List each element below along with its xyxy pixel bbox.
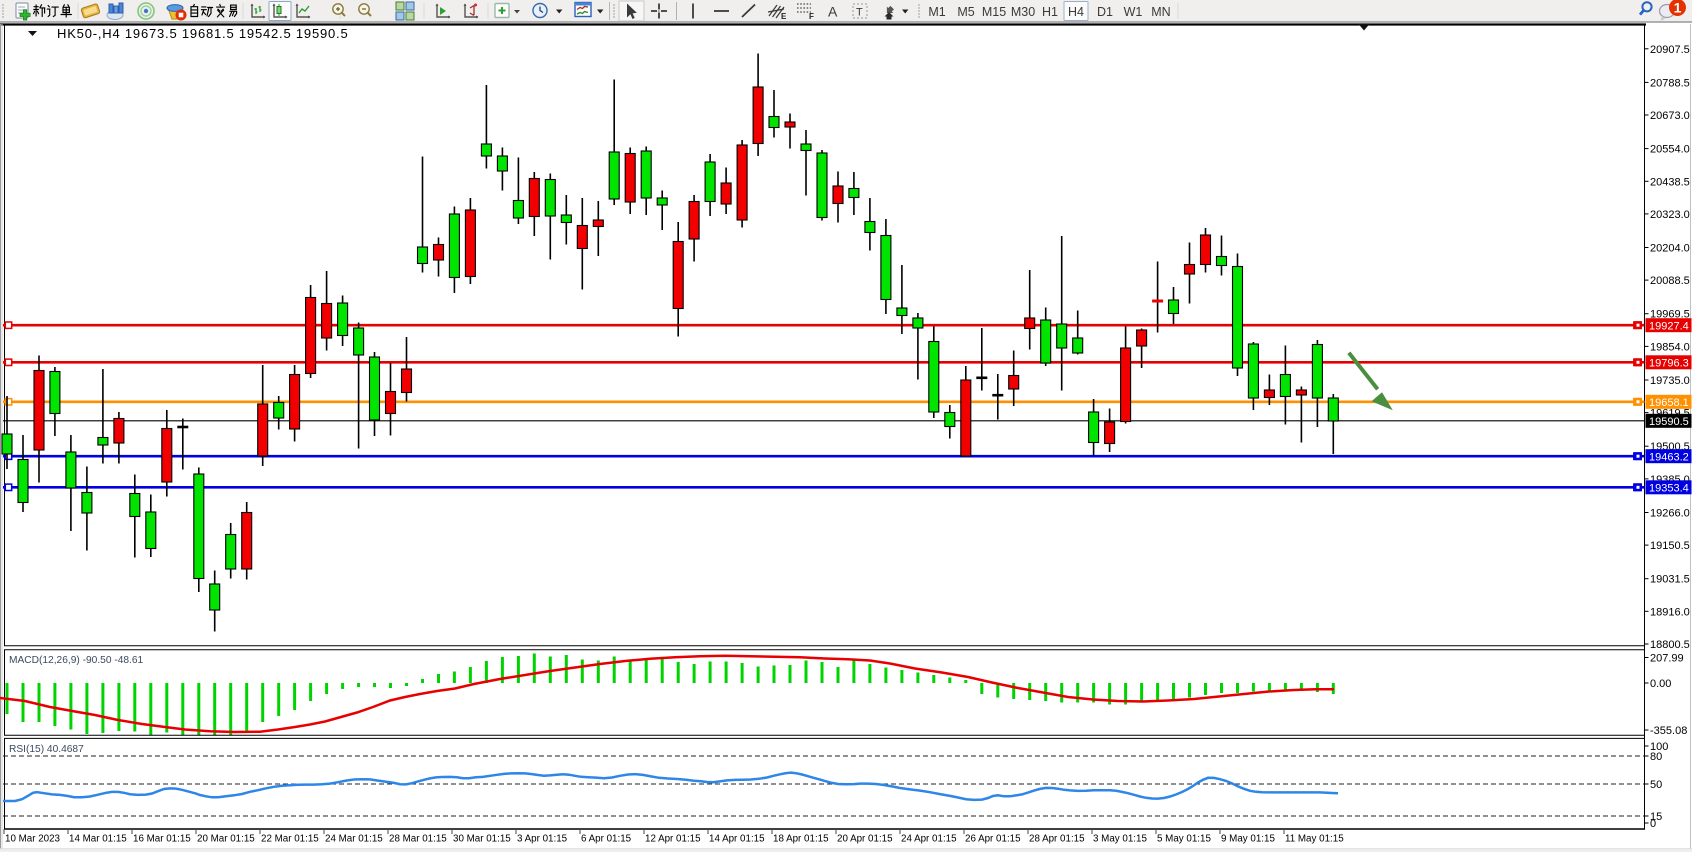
svg-text:11 May 01:15: 11 May 01:15 [1285, 834, 1344, 845]
svg-text:14 Mar 01:15: 14 Mar 01:15 [69, 834, 127, 845]
svg-text:F: F [809, 12, 814, 21]
svg-text:207.99: 207.99 [1650, 653, 1684, 665]
svg-text:H4: H4 [1068, 5, 1084, 19]
svg-text:24 Apr 01:15: 24 Apr 01:15 [901, 834, 957, 845]
svg-text:28 Mar 01:15: 28 Mar 01:15 [389, 834, 447, 845]
svg-text:MN: MN [1151, 5, 1170, 19]
svg-text:E: E [781, 12, 787, 21]
svg-text:20 Apr 01:15: 20 Apr 01:15 [837, 834, 893, 845]
svg-text:0: 0 [1650, 818, 1656, 830]
svg-text:19150.5: 19150.5 [1650, 540, 1690, 552]
svg-text:9 May 01:15: 9 May 01:15 [1221, 834, 1275, 845]
svg-text:18 Apr 01:15: 18 Apr 01:15 [773, 834, 829, 845]
svg-text:MACD(12,26,9) -90.50 -48.61: MACD(12,26,9) -90.50 -48.61 [9, 655, 144, 666]
svg-text:30 Mar 01:15: 30 Mar 01:15 [453, 834, 511, 845]
svg-text:15: 15 [1650, 811, 1662, 823]
svg-text:RSI(15) 40.4687: RSI(15) 40.4687 [9, 744, 84, 755]
svg-text:M15: M15 [982, 5, 1006, 19]
svg-text:12 Apr 01:15: 12 Apr 01:15 [645, 834, 701, 845]
svg-text:19658.1: 19658.1 [1649, 397, 1689, 409]
svg-text:26 Apr 01:15: 26 Apr 01:15 [965, 834, 1021, 845]
svg-text:3 May 01:15: 3 May 01:15 [1093, 834, 1147, 845]
svg-text:M1: M1 [928, 5, 945, 19]
svg-text:HK50-,H4 19673.5 19681.5 1954: HK50-,H4 19673.5 19681.5 19542.5 19590.5 [57, 26, 349, 41]
svg-text:10 Mar 2023: 10 Mar 2023 [5, 834, 61, 845]
svg-text:20088.5: 20088.5 [1650, 275, 1690, 287]
svg-text:5 May 01:15: 5 May 01:15 [1157, 834, 1211, 845]
svg-text:H1: H1 [1042, 5, 1058, 19]
svg-text:80: 80 [1650, 751, 1662, 763]
svg-text:50: 50 [1650, 779, 1662, 791]
svg-text:19266.0: 19266.0 [1650, 508, 1690, 520]
svg-text:W1: W1 [1124, 5, 1143, 19]
svg-text:A: A [828, 4, 838, 20]
svg-text:0.00: 0.00 [1650, 678, 1671, 690]
svg-text:18800.5: 18800.5 [1650, 639, 1690, 651]
svg-text:20907.5: 20907.5 [1650, 44, 1690, 56]
svg-text:20788.5: 20788.5 [1650, 77, 1690, 89]
svg-text:22 Mar 01:15: 22 Mar 01:15 [261, 834, 319, 845]
svg-text:19854.0: 19854.0 [1650, 341, 1690, 353]
svg-text:20323.0: 20323.0 [1650, 209, 1690, 221]
svg-text:19927.4: 19927.4 [1649, 320, 1689, 332]
svg-text:19969.5: 19969.5 [1650, 309, 1690, 321]
svg-text:M5: M5 [957, 5, 974, 19]
svg-text:19590.5: 19590.5 [1649, 416, 1689, 428]
svg-text:19735.0: 19735.0 [1650, 375, 1690, 387]
svg-text:20204.0: 20204.0 [1650, 243, 1690, 255]
svg-text:16 Mar 01:15: 16 Mar 01:15 [133, 834, 191, 845]
svg-text:D1: D1 [1097, 5, 1113, 19]
svg-text:M30: M30 [1011, 5, 1035, 19]
svg-text:3 Apr 01:15: 3 Apr 01:15 [517, 834, 568, 845]
svg-text:19796.3: 19796.3 [1649, 358, 1689, 370]
svg-text:100: 100 [1650, 741, 1668, 753]
svg-text:T: T [856, 7, 863, 19]
svg-text:19463.2: 19463.2 [1649, 451, 1689, 463]
svg-text:28 Apr 01:15: 28 Apr 01:15 [1029, 834, 1085, 845]
svg-text:6 Apr 01:15: 6 Apr 01:15 [581, 834, 632, 845]
svg-text:19031.5: 19031.5 [1650, 574, 1690, 586]
svg-text:18916.0: 18916.0 [1650, 606, 1690, 618]
svg-text:24 Mar 01:15: 24 Mar 01:15 [325, 834, 383, 845]
svg-text:20 Mar 01:15: 20 Mar 01:15 [197, 834, 255, 845]
svg-text:-355.08: -355.08 [1650, 725, 1687, 737]
svg-text:20554.0: 20554.0 [1650, 144, 1690, 156]
svg-text:20673.0: 20673.0 [1650, 110, 1690, 122]
svg-text:20438.5: 20438.5 [1650, 176, 1690, 188]
svg-text:19353.4: 19353.4 [1649, 483, 1689, 495]
svg-text:14 Apr 01:15: 14 Apr 01:15 [709, 834, 765, 845]
svg-text:1: 1 [1674, 0, 1682, 16]
